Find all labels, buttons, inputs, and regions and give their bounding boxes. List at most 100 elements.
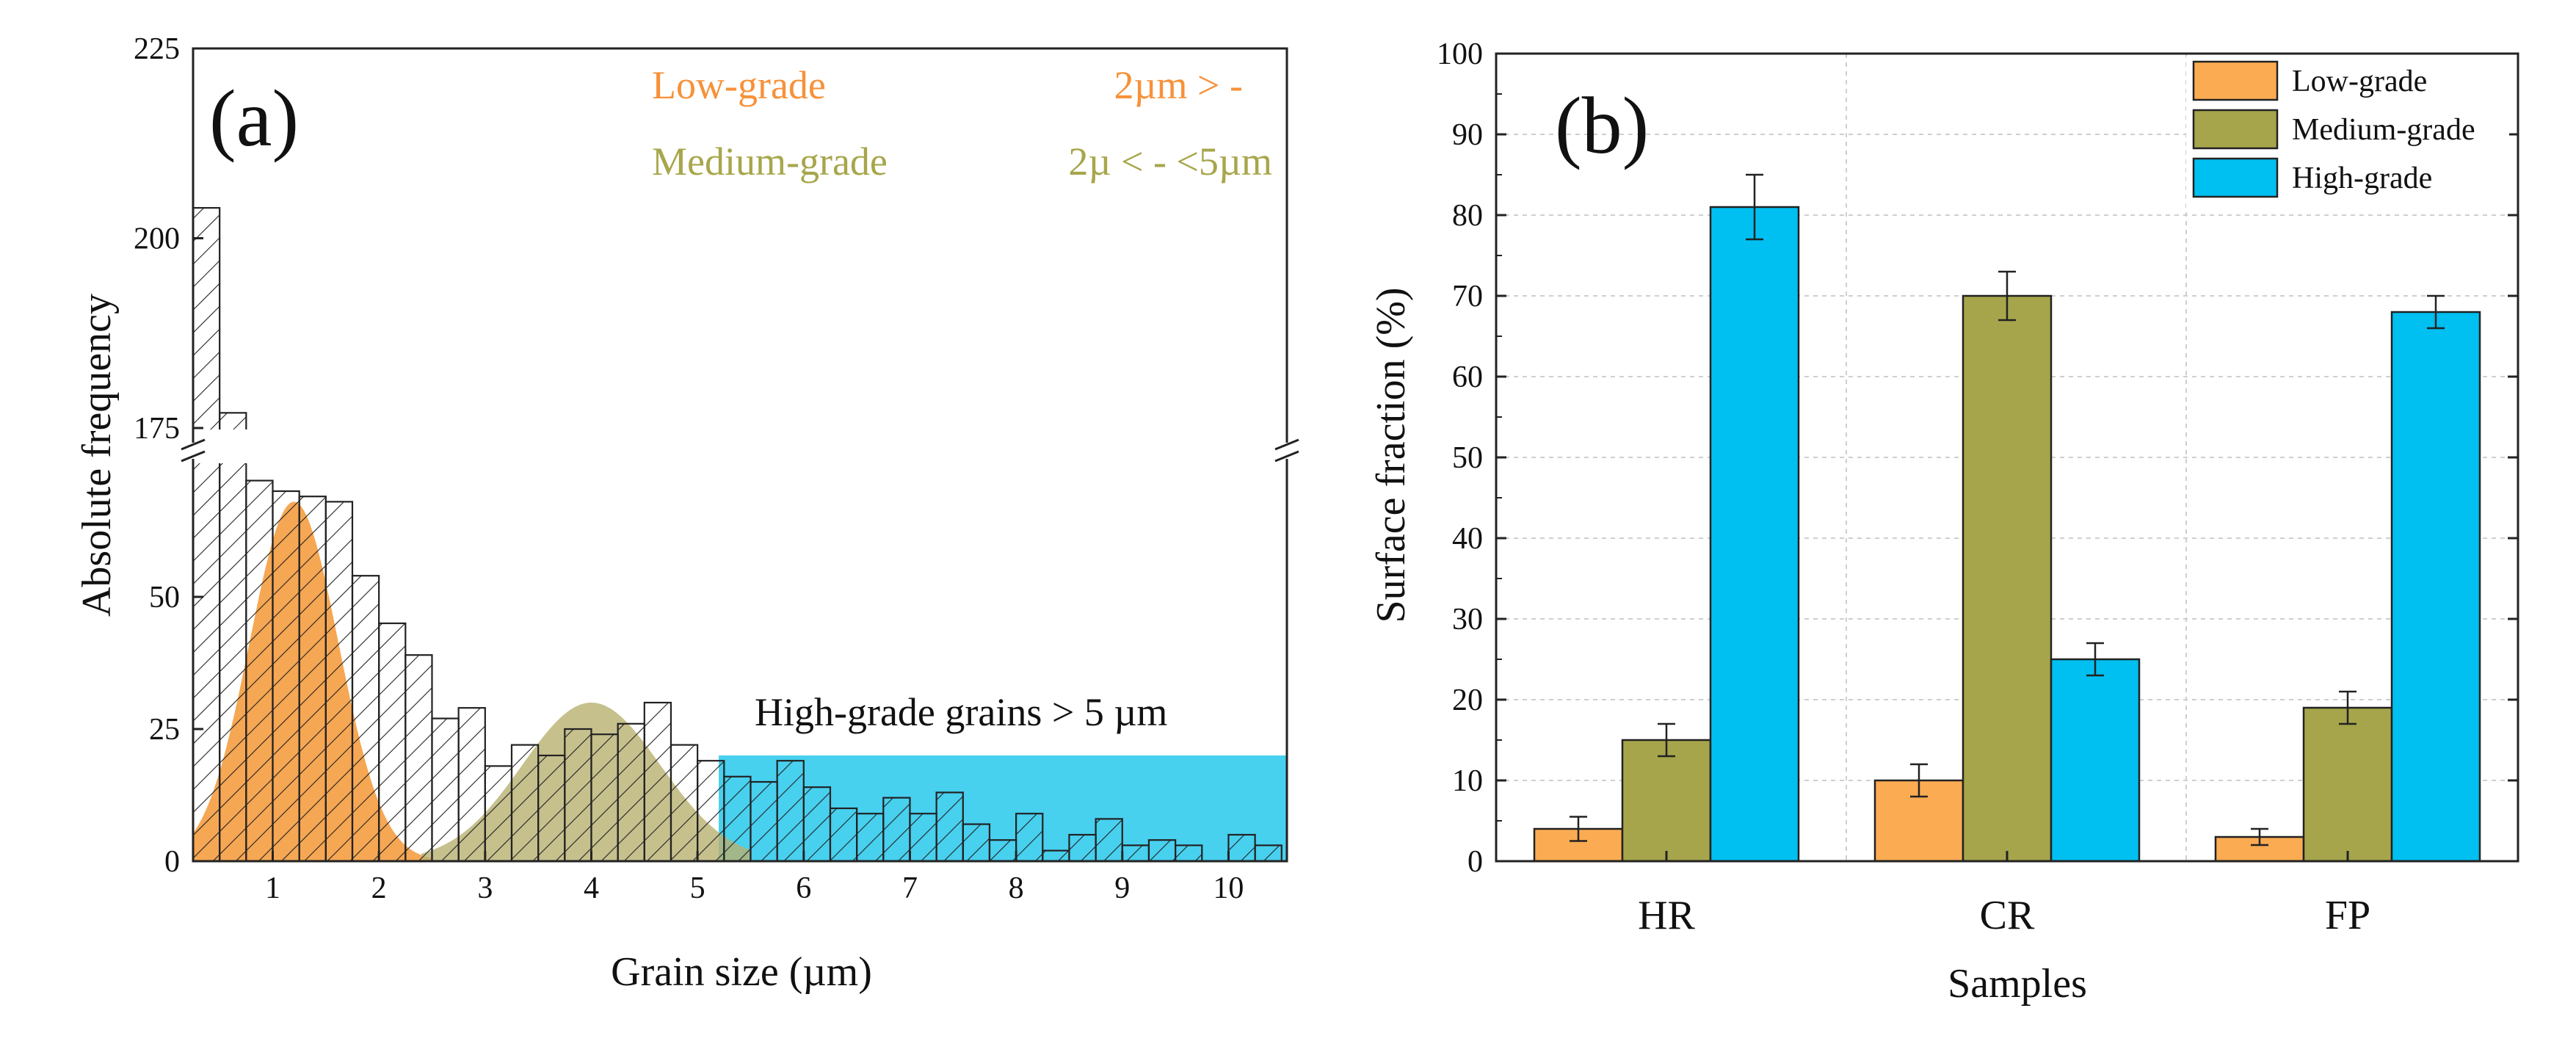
histogram-bar	[1227, 833, 1256, 861]
medium-grade-label: Medium-grade	[652, 139, 888, 184]
histogram-bar	[697, 760, 725, 861]
histogram-bar	[988, 839, 1017, 861]
panel-a-x-axis-title: Grain size (µm)	[611, 949, 872, 995]
histogram-bar	[590, 733, 619, 861]
x-tick-label: 1	[265, 871, 280, 905]
x-tick-label: 6	[796, 871, 811, 905]
histogram-bar	[750, 780, 778, 861]
panel-b-y-axis-title: Surface fraction (%)	[1368, 287, 1414, 623]
y-tick-label-b: 80	[1452, 199, 1483, 233]
legend-swatch-high-grade	[2192, 157, 2279, 198]
histogram-bar	[510, 744, 540, 861]
histogram-bar	[378, 622, 407, 861]
y-tick-label-b: 20	[1452, 684, 1483, 717]
y-tick-label-b: 0	[1467, 845, 1483, 879]
histogram-bar	[298, 496, 327, 861]
y-tick-label-b: 40	[1452, 522, 1483, 556]
histogram-bar	[1254, 844, 1282, 861]
x-tick-label: 8	[1009, 871, 1024, 905]
histogram-bar	[431, 717, 460, 861]
x-tick-label: 9	[1114, 871, 1130, 905]
histogram-bar	[1147, 839, 1177, 861]
x-axis-ticks-b: HR CR FP	[1638, 851, 2370, 938]
histogram-bar	[670, 744, 699, 861]
y-tick-label-b: 30	[1452, 603, 1483, 637]
legend-swatch-low-grade	[2192, 60, 2279, 101]
y-tick-label: 0	[164, 845, 180, 879]
x-tick-label-b: CR	[1980, 893, 2035, 938]
y-tick-label: 225	[134, 32, 180, 66]
histogram-bar	[351, 575, 380, 861]
histogram-bar	[723, 775, 752, 861]
y-tick-label-b: 90	[1452, 118, 1483, 152]
histogram-bar	[776, 760, 805, 861]
y-tick-label-b: 50	[1452, 441, 1483, 475]
legend-swatch-medium-grade	[2192, 109, 2279, 150]
bar-cr-high-grade	[2050, 658, 2141, 863]
x-tick-label: 7	[902, 871, 918, 905]
y-tick-label-b: 60	[1452, 360, 1483, 394]
bar-hr-medium-grade	[1621, 739, 1712, 863]
panel-b-label: (b)	[1555, 81, 1649, 170]
high-grade-label: High-grade grains > 5 µm	[755, 690, 1167, 734]
x-tick-label: 2	[371, 871, 387, 905]
panel-a-label: (a)	[209, 73, 299, 163]
panel-b-bar-chart: 0 10 20 30 40 50 60 70 80 90 100 HR CR FP (b) Low-gr…	[1368, 37, 2519, 1007]
histogram-bar	[962, 823, 991, 861]
histogram-bar	[245, 479, 274, 861]
x-tick-label: 5	[690, 871, 705, 905]
legend-label-high-grade: High-grade	[2292, 162, 2432, 195]
histogram-bar	[909, 813, 937, 861]
low-grade-range: 2µm > -	[1114, 63, 1243, 107]
bar-cr-medium-grade	[1962, 294, 2053, 863]
histogram-bar	[272, 490, 300, 861]
panel-a-histogram: 1 2 3 4 5 6 7 8 9 10 0 25 50 175 200 225 (a) Low-grade…	[74, 32, 1299, 995]
bar-fp-high-grade	[2390, 311, 2481, 863]
histogram-bar	[882, 797, 911, 861]
histogram-bar	[643, 701, 672, 861]
legend: Low-grade Medium-grade High-grade	[2186, 56, 2509, 209]
x-tick-label: 3	[477, 871, 493, 905]
y-tick-label-b: 70	[1452, 280, 1483, 313]
axis-break-left	[181, 438, 206, 463]
histogram-bars	[193, 207, 1287, 861]
panel-a-y-axis-title: Absolute frequency	[74, 294, 120, 617]
x-tick-label: 4	[584, 871, 599, 905]
histogram-bar	[1175, 844, 1203, 861]
axis-break-right	[1274, 438, 1299, 463]
legend-label-medium-grade: Medium-grade	[2292, 113, 2475, 147]
histogram-bar	[457, 707, 486, 861]
histogram-bar	[1068, 833, 1097, 861]
histogram-bar	[617, 722, 645, 861]
histogram-bar	[1015, 813, 1044, 861]
y-tick-label: 25	[149, 713, 180, 747]
histogram-bar	[537, 754, 566, 861]
y-tick-label-b: 10	[1452, 764, 1483, 798]
axis-break-gap	[193, 429, 1287, 463]
y-axis-ticks-b: 0 10 20 30 40 50 60 70 80 90 100	[1437, 37, 2518, 879]
medium-grade-range: 2µ < - <5µm	[1068, 139, 1272, 184]
histogram-bar	[1121, 844, 1150, 861]
bar-hr-high-grade	[1709, 206, 1800, 863]
x-tick-label-b: FP	[2325, 893, 2370, 938]
x-axis-ticks: 1 2 3 4 5 6 7 8 9 10	[265, 851, 1244, 905]
y-tick-label: 175	[134, 412, 180, 446]
x-tick-label: 10	[1213, 871, 1244, 905]
y-tick-label-b: 100	[1437, 37, 1483, 71]
histogram-bar	[219, 412, 247, 861]
panel-b-x-axis-title: Samples	[1948, 961, 2087, 1007]
bar-fp-medium-grade	[2302, 706, 2393, 863]
y-tick-label: 200	[134, 222, 180, 256]
grouped-bars	[1533, 173, 2481, 863]
y-axis-ticks: 0 25 50 175 200 225	[134, 32, 203, 879]
histogram-bar	[802, 786, 832, 861]
histogram-bar	[564, 728, 592, 861]
histogram-bar	[484, 765, 513, 861]
histogram-bar	[935, 791, 964, 861]
histogram-bar	[1095, 818, 1123, 861]
x-tick-label-b: HR	[1638, 893, 1695, 938]
legend-label-low-grade: Low-grade	[2292, 65, 2427, 98]
low-grade-label: Low-grade	[652, 63, 826, 107]
histogram-bar	[324, 501, 354, 861]
